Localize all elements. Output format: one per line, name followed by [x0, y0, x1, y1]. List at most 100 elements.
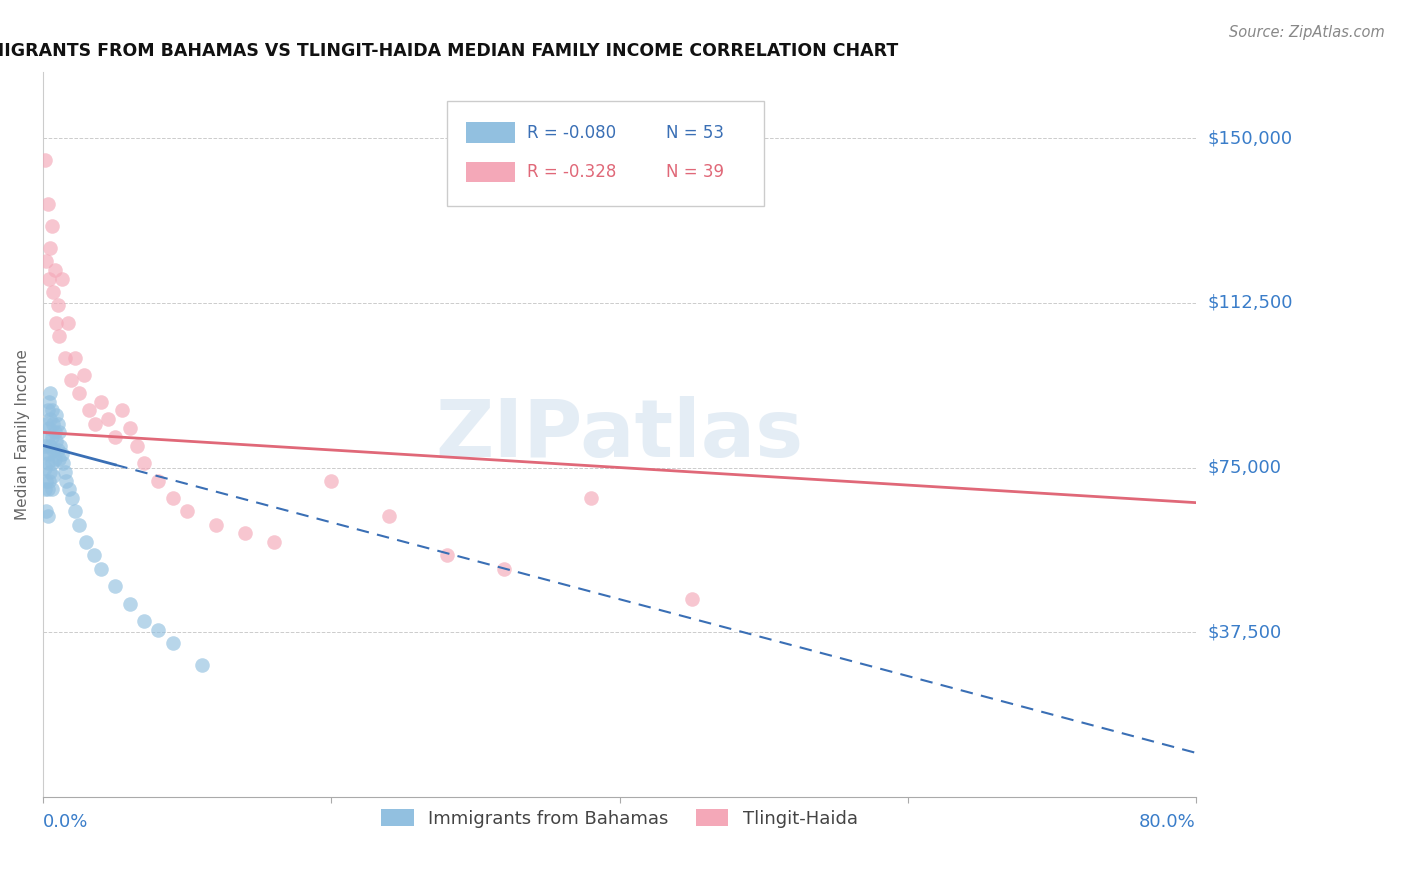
Point: [84, 417, 107, 431]
Point: [35, 417, 58, 431]
Point: [38, 394, 60, 409]
Point: [176, 504, 198, 518]
Point: [162, 491, 184, 506]
Point: [51, 447, 73, 461]
Text: ZIPatlas: ZIPatlas: [436, 396, 804, 474]
Point: [42, 442, 65, 457]
Point: [35, 504, 58, 518]
Point: [44, 451, 66, 466]
Point: [42, 469, 65, 483]
Point: [51, 272, 73, 286]
Point: [39, 241, 62, 255]
Text: $150,000: $150,000: [1208, 129, 1292, 147]
Point: [72, 368, 94, 383]
Text: Source: ZipAtlas.com: Source: ZipAtlas.com: [1229, 25, 1385, 40]
Point: [42, 417, 65, 431]
Point: [52, 456, 75, 470]
Point: [63, 504, 86, 518]
FancyBboxPatch shape: [447, 102, 763, 206]
Point: [58, 483, 80, 497]
Point: [34, 153, 56, 168]
Point: [41, 403, 63, 417]
Text: $37,500: $37,500: [1208, 624, 1281, 641]
Point: [49, 439, 72, 453]
Text: 0.0%: 0.0%: [44, 814, 89, 831]
Point: [263, 535, 285, 549]
Point: [41, 430, 63, 444]
Point: [41, 219, 63, 233]
Text: 80.0%: 80.0%: [1139, 814, 1197, 831]
Point: [34, 439, 56, 453]
Point: [48, 451, 70, 466]
Point: [579, 491, 602, 506]
Text: $75,000: $75,000: [1208, 458, 1281, 476]
Point: [321, 474, 343, 488]
Point: [48, 328, 70, 343]
Point: [37, 403, 59, 417]
Point: [34, 460, 56, 475]
Point: [118, 597, 141, 611]
Point: [34, 483, 56, 497]
Bar: [467, 161, 515, 182]
Point: [63, 351, 86, 365]
Point: [38, 272, 60, 286]
Text: R = -0.328: R = -0.328: [527, 162, 617, 181]
Point: [67, 385, 90, 400]
Y-axis label: Median Family Income: Median Family Income: [15, 349, 30, 520]
Bar: [467, 122, 515, 143]
Point: [42, 285, 65, 299]
Point: [56, 316, 79, 330]
Point: [46, 298, 69, 312]
Point: [35, 447, 58, 461]
Point: [39, 439, 62, 453]
Point: [90, 394, 112, 409]
Point: [37, 197, 59, 211]
Text: $112,500: $112,500: [1208, 293, 1292, 312]
Point: [60, 491, 83, 506]
Point: [53, 351, 76, 365]
Point: [162, 636, 184, 650]
Point: [37, 456, 59, 470]
Point: [104, 430, 127, 444]
Point: [46, 442, 69, 457]
Point: [190, 658, 212, 673]
Point: [35, 474, 58, 488]
Point: [45, 434, 67, 449]
Point: [45, 408, 67, 422]
Text: IMMIGRANTS FROM BAHAMAS VS TLINGIT-HAIDA MEDIAN FAMILY INCOME CORRELATION CHART: IMMIGRANTS FROM BAHAMAS VS TLINGIT-HAIDA…: [0, 42, 898, 60]
Point: [67, 517, 90, 532]
Point: [97, 412, 120, 426]
Point: [41, 456, 63, 470]
Point: [132, 614, 155, 628]
Point: [35, 254, 58, 268]
Point: [41, 483, 63, 497]
Point: [37, 508, 59, 523]
Point: [436, 549, 458, 563]
Legend: Immigrants from Bahamas, Tlingit-Haida: Immigrants from Bahamas, Tlingit-Haida: [374, 802, 865, 835]
Point: [132, 456, 155, 470]
Point: [38, 474, 60, 488]
Point: [118, 421, 141, 435]
Point: [148, 474, 170, 488]
Point: [111, 403, 134, 417]
Point: [55, 474, 77, 488]
Point: [45, 316, 67, 330]
Point: [39, 385, 62, 400]
Point: [39, 465, 62, 479]
Point: [148, 623, 170, 637]
Point: [83, 549, 105, 563]
Point: [681, 592, 703, 607]
Point: [37, 430, 59, 444]
Point: [44, 263, 66, 277]
Point: [233, 526, 256, 541]
Point: [48, 425, 70, 440]
Point: [38, 421, 60, 435]
Text: R = -0.080: R = -0.080: [527, 124, 616, 142]
Point: [46, 417, 69, 431]
Point: [90, 561, 112, 575]
Point: [44, 425, 66, 440]
Point: [104, 579, 127, 593]
Text: N = 39: N = 39: [665, 162, 724, 181]
Point: [205, 517, 228, 532]
Point: [37, 483, 59, 497]
